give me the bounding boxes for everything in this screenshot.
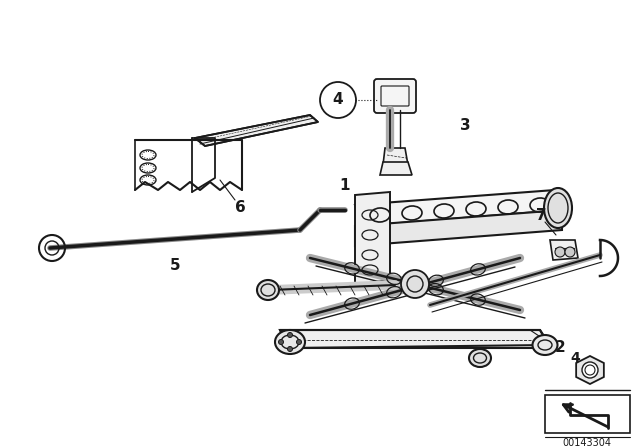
Circle shape xyxy=(555,247,565,257)
Ellipse shape xyxy=(275,330,305,354)
Circle shape xyxy=(582,362,598,378)
Polygon shape xyxy=(380,162,412,175)
Text: 6: 6 xyxy=(235,199,245,215)
Circle shape xyxy=(287,332,292,337)
Text: 7: 7 xyxy=(536,207,547,223)
Polygon shape xyxy=(195,115,318,146)
Text: 00143304: 00143304 xyxy=(563,438,611,448)
Polygon shape xyxy=(550,240,578,260)
Text: 1: 1 xyxy=(340,177,350,193)
Polygon shape xyxy=(355,210,562,246)
Circle shape xyxy=(296,340,301,345)
Ellipse shape xyxy=(257,280,279,300)
Text: 2: 2 xyxy=(555,340,565,356)
Bar xyxy=(545,395,630,433)
Polygon shape xyxy=(576,356,604,384)
Text: 5: 5 xyxy=(170,258,180,272)
Text: 4: 4 xyxy=(570,351,580,365)
Text: 3: 3 xyxy=(460,117,470,133)
Circle shape xyxy=(278,340,284,345)
Circle shape xyxy=(565,247,575,257)
Ellipse shape xyxy=(544,188,572,228)
Ellipse shape xyxy=(532,335,557,355)
Text: 4: 4 xyxy=(333,92,343,108)
Ellipse shape xyxy=(469,349,491,367)
Circle shape xyxy=(401,270,429,298)
Circle shape xyxy=(287,346,292,352)
Polygon shape xyxy=(383,148,408,165)
FancyBboxPatch shape xyxy=(374,79,416,113)
Polygon shape xyxy=(280,330,550,348)
Polygon shape xyxy=(355,192,390,285)
Polygon shape xyxy=(355,190,562,226)
